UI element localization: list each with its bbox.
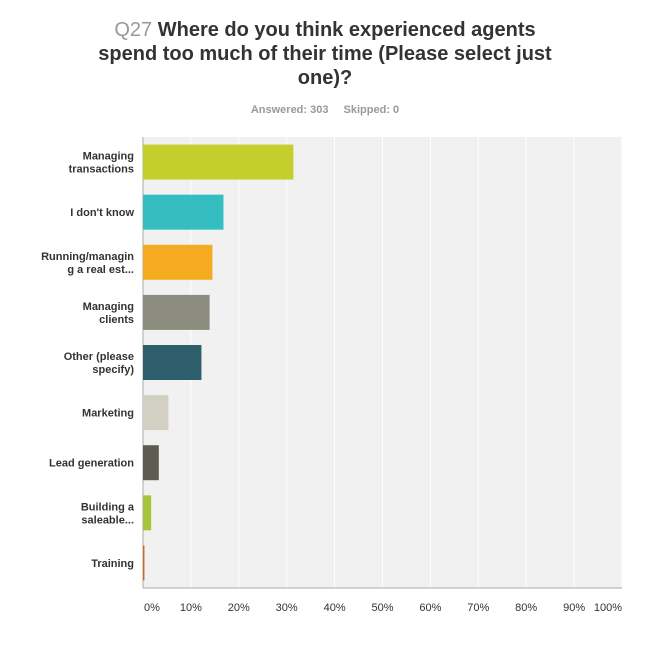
x-tick-label: 0% (144, 602, 160, 614)
bar (143, 495, 152, 531)
category-label: Running/managin g a real est... (41, 251, 134, 276)
x-tick-label: 70% (467, 602, 489, 614)
bar (143, 345, 202, 380)
x-tick-label: 50% (371, 602, 393, 614)
x-tick-label: 30% (276, 602, 298, 614)
question-number: Q27 (114, 19, 153, 41)
category-label: Lead generation (49, 458, 134, 470)
x-tick-label: 40% (324, 602, 346, 614)
chart-title: Q27 Where do you think experienced agent… (90, 18, 560, 90)
category-label: Marketing (82, 408, 134, 420)
bar (143, 294, 210, 330)
bar (143, 445, 159, 481)
bar (143, 144, 294, 180)
x-tick-label: 20% (228, 602, 250, 614)
answered-count: Answered: 303 (250, 104, 329, 116)
bar (143, 244, 213, 280)
category-label: Managing clients (83, 301, 134, 326)
category-label: Building a saleable... (81, 501, 135, 526)
question-text: Where do you think experienced agents sp… (98, 19, 552, 89)
x-tick-label: 10% (180, 602, 202, 614)
skipped-count: Skipped: 0 (343, 104, 400, 116)
category-label: Other (please specify) (64, 351, 135, 376)
category-label: I don't know (70, 207, 134, 219)
x-tick-label: 100% (594, 602, 622, 614)
response-stats: Answered: 303 Skipped: 0 (0, 104, 650, 116)
bar (143, 194, 224, 230)
x-tick-label: 80% (515, 602, 537, 614)
x-tick-label: 90% (563, 602, 585, 614)
bar (143, 395, 169, 431)
category-label: Managing transactions (69, 151, 134, 176)
x-tick-label: 60% (419, 602, 441, 614)
category-label: Training (91, 558, 134, 570)
bar (143, 545, 145, 581)
